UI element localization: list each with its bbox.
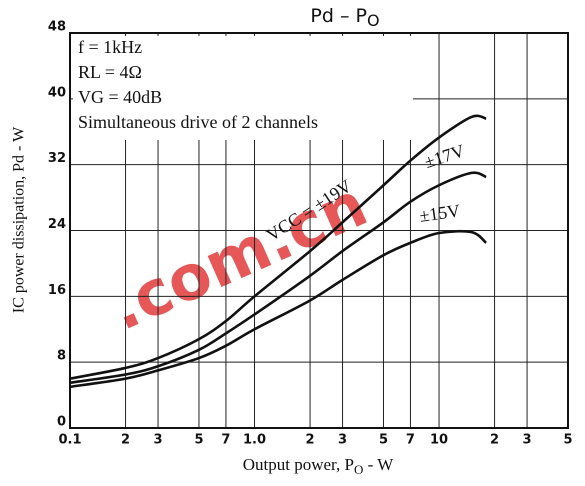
y-tick-label: 0	[57, 415, 66, 430]
x-tick-label: 5	[563, 433, 572, 448]
x-tick-label: 1.0	[243, 433, 266, 448]
series-line	[69, 229, 487, 389]
x-tick-label: 2	[306, 433, 315, 448]
annotation: VG = 40dB	[78, 87, 162, 107]
x-tick-label: 7	[221, 433, 230, 448]
x-tick-label: 7	[406, 433, 415, 448]
x-tick-label: 3	[338, 433, 347, 448]
series-line	[69, 114, 487, 380]
y-tick-label: 8	[57, 349, 66, 364]
series-label: ±15V	[418, 200, 461, 225]
x-tick-label: 3	[523, 433, 532, 448]
x-tick-label: 3	[154, 433, 163, 448]
y-tick-label: 32	[48, 151, 66, 166]
x-tick-label: 5	[379, 433, 388, 448]
x-tick-label: 2	[490, 433, 499, 448]
plot-frame	[69, 32, 569, 429]
chart-title: Pd – PO	[310, 5, 379, 30]
y-tick-label: 48	[48, 20, 66, 35]
x-tick-label: 2	[121, 433, 130, 448]
x-axis-label: Output power, PO - W	[243, 455, 394, 477]
y-tick-label: 24	[48, 217, 66, 232]
x-tick-label: 5	[194, 433, 203, 448]
x-tick-label: 10	[430, 433, 448, 448]
x-tick-label: 0.1	[58, 433, 81, 448]
series-line	[69, 171, 487, 385]
y-tick-label: 16	[48, 283, 66, 298]
annotation-box	[73, 36, 413, 140]
annotation: f = 1kHz	[78, 37, 142, 57]
y-axis-label: IC power dissipation, Pd - W	[11, 126, 28, 313]
annotation: Simultaneous drive of 2 channels	[78, 112, 318, 132]
annotation: RL = 4Ω	[78, 62, 142, 82]
y-tick-label: 40	[48, 85, 66, 100]
